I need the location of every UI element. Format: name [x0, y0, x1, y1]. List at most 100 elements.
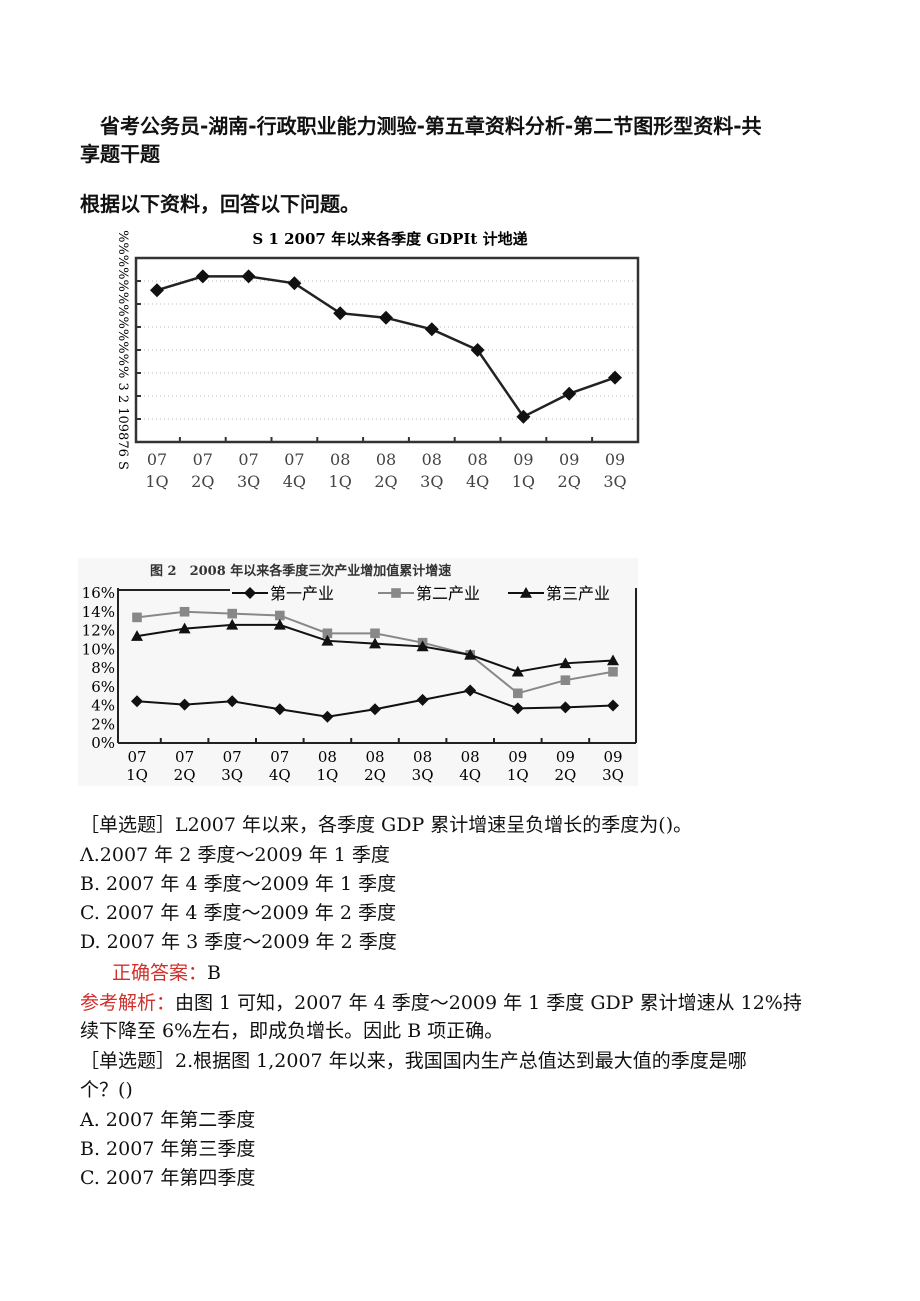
chart1-point: [608, 370, 622, 385]
chart1-point: [287, 276, 302, 291]
chart1-title: S 1 2007 年以来各季度 GDPIt 计地递: [252, 230, 527, 248]
chart2-point: [178, 622, 191, 634]
chart2-point: [132, 612, 142, 623]
chart2-point: [608, 666, 618, 677]
chart2-y-tick-label: 10%: [82, 640, 115, 658]
q2-option-a[interactable]: A. 2007 年第二季度: [80, 1109, 256, 1131]
chart2-x-label-quarter: 3Q: [602, 766, 624, 784]
doc-title-line1: 省考公务员-湖南-行政职业能力测验-第五章资料分析-第二节图形型资料-共: [100, 114, 762, 138]
chart2-x-label-quarter: 1Q: [126, 766, 148, 784]
chart1-x-label-year: 08: [467, 450, 487, 469]
chart2-x-label-year: 07: [127, 748, 146, 766]
chart2-legend-label: 第三产业: [546, 584, 610, 603]
q2-stem-line1: ［单选题］2.根据图 1,2007 年以来，我国国内生产总值达到最大值的季度是哪: [80, 1050, 747, 1072]
q1-option-a[interactable]: Λ.2007 年 2 季度～2009 年 1 季度: [80, 844, 390, 866]
chart2-y-tick-label: 12%: [82, 622, 115, 640]
analysis-text: 由图 1 可知，2007 年 4 季度～2009 年 1 季度 GDP 累计增速…: [175, 992, 802, 1014]
chart2-legend-marker: [391, 588, 401, 598]
chart2-x-label-quarter: 4Q: [459, 766, 481, 784]
chart2-point: [179, 606, 190, 617]
chart2-x-label-year: 09: [603, 748, 622, 766]
chart2-x-label-year: 08: [365, 748, 384, 766]
chart1-x-label-year: 08: [330, 450, 350, 469]
chart1-x-label-quarter: 3Q: [603, 472, 626, 491]
chart1-x-label-quarter: 1Q: [145, 472, 168, 491]
chart2-point: [511, 702, 524, 715]
chart2-x-label-quarter: 3Q: [412, 766, 434, 784]
chart1-point: [470, 343, 485, 357]
chart2-point: [226, 695, 239, 708]
chart1-x-label-quarter: 2Q: [191, 472, 214, 491]
q1-stem: ［单选题］L2007 年以来，各季度 GDP 累计增速呈负增长的季度为()。: [80, 814, 693, 836]
chart1-x-label-year: 07: [193, 450, 213, 469]
q1-option-b[interactable]: B. 2007 年 4 季度～2009 年 1 季度: [80, 873, 397, 895]
answer-value: B: [207, 962, 221, 984]
chart1-x-label-year: 09: [605, 450, 625, 469]
chart1-point: [150, 283, 164, 298]
chart2-point: [607, 699, 619, 712]
chart2-x-label-year: 08: [318, 748, 337, 766]
chart2-point: [513, 688, 523, 699]
chart2-y-tick-label: 16%: [82, 584, 115, 602]
q2-option-b[interactable]: B. 2007 年第三季度: [80, 1138, 256, 1160]
chart2-y-tick-label: 4%: [91, 697, 115, 715]
chart2-point: [178, 698, 191, 711]
chart2-point: [275, 610, 285, 621]
q1-option-d[interactable]: D. 2007 年 3 季度～2009 年 2 季度: [80, 931, 397, 953]
chart1-x-label-year: 09: [513, 450, 533, 469]
chart1-x-label-quarter: 3Q: [237, 472, 260, 491]
chart2-point: [322, 628, 333, 639]
chart2-point: [464, 648, 477, 660]
chart2-point: [321, 710, 334, 723]
chart2-x-label-quarter: 1Q: [507, 766, 529, 784]
chart1-point: [379, 310, 393, 325]
analysis-label: 参考解析：: [80, 992, 176, 1014]
chart2-y-tick-label: 6%: [91, 678, 115, 696]
chart1-point: [424, 322, 439, 337]
chart2-x-label-year: 08: [413, 748, 432, 766]
chart2-point: [559, 657, 572, 669]
chart2-x-label-year: 07: [223, 748, 242, 766]
chart1-point: [195, 269, 210, 284]
chart2-legend-label: 第二产业: [416, 584, 480, 603]
chart1-x-label-year: 07: [284, 450, 304, 469]
intro-text: 根据以下资料，回答以下问题。: [80, 192, 360, 216]
q1-option-c[interactable]: C. 2007 年 4 季度～2009 年 2 季度: [80, 902, 397, 924]
chart2-point: [131, 630, 143, 641]
chart2-point: [607, 654, 619, 666]
chart2-point: [511, 665, 524, 677]
chart2-x-label-quarter: 3Q: [221, 766, 243, 784]
chart2-point: [226, 618, 239, 630]
chart2-point: [273, 618, 286, 630]
chart2-point: [321, 634, 334, 646]
chart1-x-label-quarter: 4Q: [283, 472, 306, 491]
chart-industry-growth: 图 2 2008 年以来各季度三次产业增加值累计增速0%2%4%6%8%10%1…: [78, 558, 638, 786]
chart2-x-label-quarter: 2Q: [364, 766, 386, 784]
chart2-point: [559, 701, 572, 714]
answer-label: 正确答案：: [112, 962, 208, 984]
chart1-point: [241, 269, 256, 284]
chart2-x-label-quarter: 4Q: [269, 766, 291, 784]
chart1-x-label-year: 09: [559, 450, 579, 469]
chart1-point: [516, 409, 531, 424]
q1-analysis-line2: 续下降至 6%左右，即成负增长。因此 B 项正确。: [80, 1020, 504, 1042]
q1-answer: 正确答案：B: [112, 958, 221, 985]
chart2-legend-marker: [244, 587, 256, 599]
chart2-y-tick-label: 0%: [91, 734, 115, 752]
chart2-background: [78, 558, 638, 786]
chart1-x-label-quarter: 2Q: [558, 472, 581, 491]
chart2-x-label-quarter: 2Q: [554, 766, 576, 784]
chart2-point: [370, 628, 380, 639]
chart2-y-tick-label: 8%: [91, 659, 115, 677]
chart1-x-label-quarter: 4Q: [466, 472, 489, 491]
chart2-x-label-year: 09: [508, 748, 527, 766]
chart1-x-label-quarter: 3Q: [420, 472, 443, 491]
chart1-x-label-quarter: 1Q: [329, 472, 352, 491]
chart2-title: 图 2 2008 年以来各季度三次产业增加值累计增速: [150, 563, 451, 579]
q2-stem-line2: 个？(): [80, 1079, 133, 1101]
chart2-y-tick-label: 14%: [82, 603, 115, 621]
chart2-x-label-year: 09: [556, 748, 575, 766]
q2-option-c[interactable]: C. 2007 年第四季度: [80, 1167, 256, 1189]
doc-title-line2: 享题干题: [80, 142, 160, 166]
